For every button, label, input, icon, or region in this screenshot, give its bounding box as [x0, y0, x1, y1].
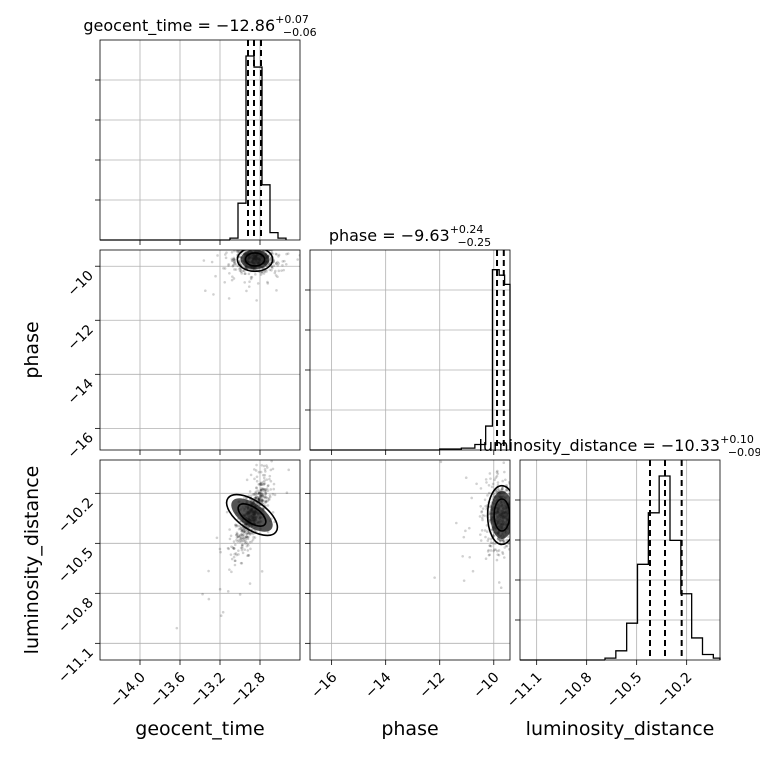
xlabel-geocent-time: geocent_time — [135, 718, 264, 740]
x-tick-label-luminosity-distance: −10.8 — [554, 670, 596, 712]
ylabel-phase: phase — [21, 321, 43, 378]
title-phase-text: phase = — [329, 226, 401, 245]
axes-frame — [99, 459, 301, 661]
contour-outer — [225, 493, 279, 537]
y-tick-label-luminosity-distance: −11.1 — [55, 645, 97, 687]
x-tick-label-phase: −12 — [416, 670, 448, 702]
y-tick-label-luminosity-distance: −10.8 — [55, 595, 97, 637]
title-luminosity-distance: luminosity_distance = −10.33+0.10 −0.09 — [478, 433, 760, 459]
y-tick-labels-phase: −16 −14 −12 −10 — [65, 268, 97, 462]
hist-luminosity-distance — [604, 475, 721, 660]
grid — [100, 250, 300, 450]
samples — [202, 250, 300, 302]
title-geocent-time: geocent_time = −12.86+0.07 −0.06 — [83, 13, 316, 39]
ylabel-luminosity-distance: luminosity_distance — [21, 466, 43, 655]
density-core — [490, 491, 510, 539]
x-tick-label-luminosity-distance: −10.2 — [654, 670, 696, 712]
y-tick-label-phase: −16 — [65, 430, 97, 462]
samples — [175, 460, 291, 630]
grid — [310, 460, 510, 660]
hist-geocent-time — [229, 55, 287, 240]
x-tick-label-luminosity-distance: −11.1 — [504, 670, 546, 712]
scatter-panel-geocent-time-vs-phase — [95, 249, 301, 455]
scatter-panel-geocent-time-vs-luminosity-distance — [95, 459, 301, 665]
hist-panel-geocent-time — [95, 39, 301, 245]
title-phase: phase = −9.63+0.24 −0.25 — [329, 223, 491, 249]
xlabel-luminosity-distance: luminosity_distance — [526, 718, 715, 740]
panels: −14.0−13.6−13.2−12.8 −16 −14 −12 −10 −11.1 −10… — [55, 39, 721, 712]
contour-outer — [236, 250, 274, 273]
scatter-panel-phase-vs-luminosity-distance — [305, 459, 511, 665]
x-tick-label-phase: −16 — [308, 669, 340, 701]
contour-inner — [237, 503, 267, 527]
y-tick-label-phase: −10 — [65, 268, 97, 300]
x-tick-label-phase: −10 — [470, 670, 502, 702]
x-tick-labels-luminosity-distance: −11.1 −10.8 −10.5 −10.2 — [504, 670, 696, 712]
axes-frame — [519, 459, 721, 661]
title-geocent-time-plus: +0.07 — [275, 13, 309, 26]
hist-phase — [439, 269, 511, 450]
title-geocent-time-value: −12.86 — [216, 16, 275, 35]
x-tick-label-phase: −14 — [362, 669, 394, 701]
title-luminosity-distance-text: luminosity_distance = — [478, 436, 660, 456]
axes-frame — [99, 249, 301, 451]
title-luminosity-distance-value: −10.33 — [661, 436, 720, 455]
contour-outer — [486, 484, 510, 546]
hist-panel-phase — [305, 249, 511, 455]
y-tick-label-phase: −14 — [65, 376, 97, 408]
x-tick-labels-geocent-time: −14.0−13.6−13.2−12.8 — [107, 669, 269, 711]
x-tick-label-geocent-time: −12.8 — [227, 670, 269, 712]
grid — [310, 250, 510, 450]
density-core — [231, 498, 273, 532]
x-tick-label-geocent-time: −13.6 — [147, 669, 189, 711]
grid — [520, 460, 720, 660]
title-phase-plus: +0.24 — [450, 223, 484, 236]
title-geocent-time-text: geocent_time = — [83, 16, 216, 36]
y-tick-label-luminosity-distance: −10.5 — [55, 545, 97, 587]
xlabel-phase: phase — [381, 718, 438, 740]
contour-inner — [493, 498, 510, 532]
title-luminosity-distance-minus: −0.09 — [728, 446, 760, 459]
samples — [433, 460, 510, 590]
hist-panel-luminosity-distance — [515, 459, 721, 665]
x-tick-labels-phase: −16 −14 −12 −10 — [308, 669, 502, 701]
title-phase-value: −9.63 — [401, 226, 450, 245]
x-tick-label-luminosity-distance: −10.5 — [604, 670, 646, 712]
y-tick-label-phase: −12 — [65, 322, 97, 354]
title-luminosity-distance-plus: +0.10 — [720, 433, 754, 446]
x-tick-label-geocent-time: −14.0 — [107, 670, 149, 712]
contour-inner — [244, 252, 266, 267]
axes-frame — [309, 249, 511, 451]
y-tick-label-luminosity-distance: −10.2 — [55, 495, 97, 537]
axes-frame — [309, 459, 511, 661]
title-phase-minus: −0.25 — [457, 236, 491, 249]
grid — [100, 460, 300, 660]
y-tick-labels-luminosity-distance: −11.1 −10.8 −10.5 −10.2 — [55, 495, 97, 687]
title-geocent-time-minus: −0.06 — [283, 26, 317, 39]
x-tick-label-geocent-time: −13.2 — [187, 670, 229, 712]
